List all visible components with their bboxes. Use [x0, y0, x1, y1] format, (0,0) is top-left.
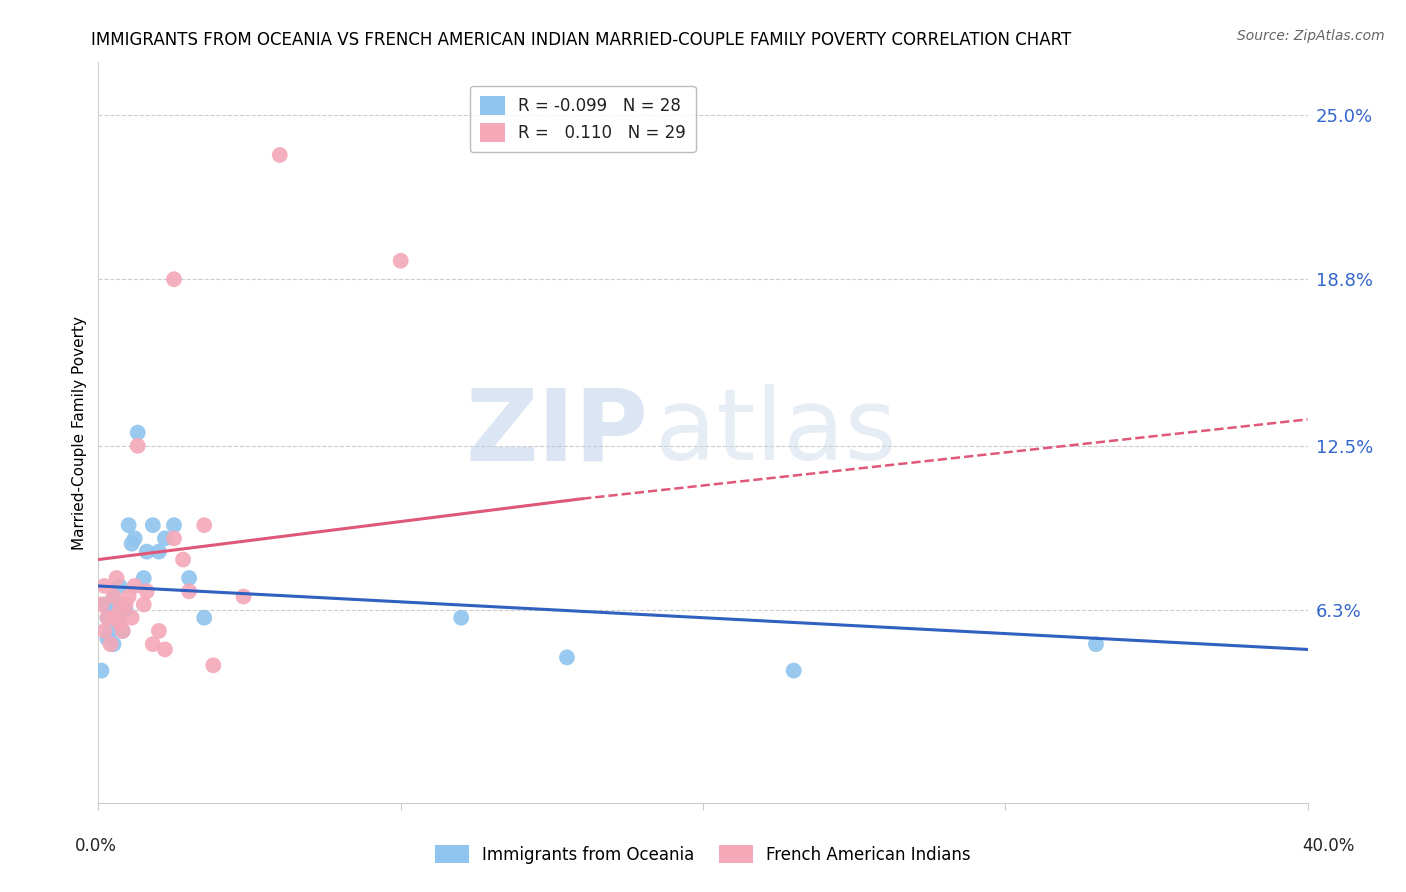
Text: atlas: atlas	[655, 384, 896, 481]
Point	[127, 439, 149, 453]
Point	[163, 272, 186, 286]
Point	[450, 611, 472, 625]
Point	[135, 544, 157, 558]
Point	[163, 518, 186, 533]
Point	[100, 637, 122, 651]
Point	[172, 552, 194, 566]
Text: 40.0%: 40.0%	[1302, 837, 1355, 855]
Point	[100, 624, 122, 638]
Point	[555, 650, 578, 665]
Point	[93, 598, 115, 612]
Point	[148, 624, 170, 638]
Point	[783, 664, 806, 678]
Point	[124, 532, 146, 546]
Point	[96, 611, 118, 625]
Point	[111, 624, 134, 638]
Point	[90, 598, 112, 612]
Point	[269, 148, 291, 162]
Point	[103, 592, 125, 607]
Point	[132, 571, 155, 585]
Point	[96, 632, 118, 646]
Legend: R = -0.099   N = 28, R =   0.110   N = 29: R = -0.099 N = 28, R = 0.110 N = 29	[470, 86, 696, 153]
Point	[103, 590, 125, 604]
Point	[103, 611, 125, 625]
Point	[132, 598, 155, 612]
Point	[193, 611, 215, 625]
Point	[389, 253, 412, 268]
Point	[148, 544, 170, 558]
Y-axis label: Married-Couple Family Poverty: Married-Couple Family Poverty	[72, 316, 87, 549]
Point	[105, 606, 128, 620]
Point	[90, 664, 112, 678]
Legend: Immigrants from Oceania, French American Indians: Immigrants from Oceania, French American…	[429, 838, 977, 871]
Point	[118, 590, 141, 604]
Point	[108, 615, 131, 630]
Point	[121, 536, 143, 550]
Point	[114, 598, 136, 612]
Point	[153, 642, 176, 657]
Point	[232, 590, 254, 604]
Text: 0.0%: 0.0%	[75, 837, 117, 855]
Point	[103, 637, 125, 651]
Point	[108, 579, 131, 593]
Point	[142, 518, 165, 533]
Point	[163, 532, 186, 546]
Point	[127, 425, 149, 440]
Point	[202, 658, 225, 673]
Point	[93, 579, 115, 593]
Point	[179, 571, 201, 585]
Text: Source: ZipAtlas.com: Source: ZipAtlas.com	[1237, 29, 1385, 43]
Point	[93, 624, 115, 638]
Point	[121, 611, 143, 625]
Point	[124, 579, 146, 593]
Point	[118, 518, 141, 533]
Point	[108, 603, 131, 617]
Point	[153, 532, 176, 546]
Point	[1085, 637, 1108, 651]
Point	[105, 571, 128, 585]
Point	[111, 624, 134, 638]
Point	[179, 584, 201, 599]
Point	[96, 611, 118, 625]
Point	[135, 584, 157, 599]
Text: ZIP: ZIP	[465, 384, 648, 481]
Point	[142, 637, 165, 651]
Point	[114, 603, 136, 617]
Text: IMMIGRANTS FROM OCEANIA VS FRENCH AMERICAN INDIAN MARRIED-COUPLE FAMILY POVERTY : IMMIGRANTS FROM OCEANIA VS FRENCH AMERIC…	[91, 31, 1071, 49]
Point	[193, 518, 215, 533]
Point	[108, 615, 131, 630]
